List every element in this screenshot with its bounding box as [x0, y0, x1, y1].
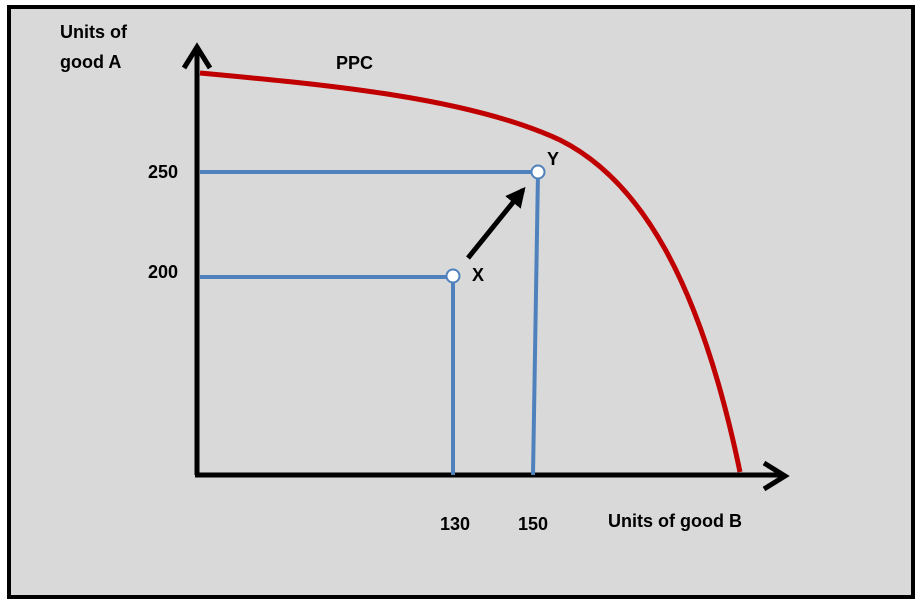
frame — [7, 5, 915, 599]
x-axis-arrow — [762, 460, 790, 492]
point-label: Y — [547, 149, 559, 169]
x-axis-label: Units of good B — [608, 511, 742, 531]
y-axis-arrow — [181, 42, 213, 70]
x-tick-label: 130 — [440, 514, 470, 534]
point-label: X — [472, 265, 484, 285]
guide-line — [531, 171, 540, 476]
y-tick-label: 200 — [148, 262, 178, 282]
movement-arrow — [466, 186, 526, 260]
ppc-curve — [199, 70, 743, 473]
y-axis-label: good A — [60, 52, 121, 72]
curve-label: PPC — [336, 53, 373, 73]
y-axis-label: Units of — [60, 22, 128, 42]
point-marker — [445, 268, 461, 284]
point-marker — [530, 164, 546, 180]
y-tick-label: 250 — [148, 162, 178, 182]
x-tick-label: 150 — [518, 514, 548, 534]
